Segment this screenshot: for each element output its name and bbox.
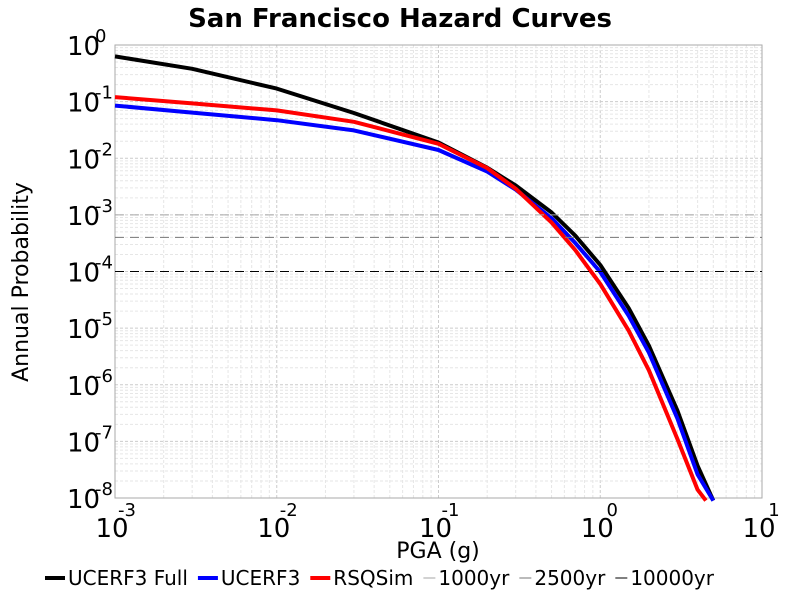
y-tick-label: 10 [67,259,100,289]
tick-labels: 10-310-210-110010110010-110-210-310-410-… [67,26,780,544]
x-axis-label: PGA (g) [396,539,480,564]
series-line-ucerf3-full [114,54,716,502]
series-layer [114,54,762,502]
legend-label: UCERF3 [221,566,300,590]
x-tick-exponent: -1 [442,500,460,521]
y-tick-exponent: 0 [95,26,106,47]
x-tick-exponent: 0 [607,500,618,521]
x-tick-label: 10 [581,514,614,544]
y-tick-label: 10 [67,372,100,402]
chart-title: San Francisco Hazard Curves [188,4,612,34]
legend-label: RSQSim [333,566,413,590]
y-tick-exponent: -2 [95,139,113,160]
x-tick-label: 10 [95,514,128,544]
y-tick-label: 10 [67,202,100,232]
legend-label: 2500yr [534,566,606,590]
y-tick-label: 10 [67,32,100,62]
x-tick-exponent: -2 [280,500,298,521]
y-tick-label: 10 [67,428,100,458]
y-tick-exponent: -7 [95,422,113,443]
x-tick-exponent: -3 [118,500,136,521]
x-tick-label: 10 [257,514,290,544]
series-line-ucerf3 [114,103,716,502]
x-tick-exponent: 1 [768,500,779,521]
legend-label: 1000yr [438,566,510,590]
y-tick-label: 10 [67,315,100,345]
y-tick-exponent: -4 [95,253,113,274]
y-tick-label: 10 [67,89,100,119]
y-tick-exponent: -3 [95,196,113,217]
series-line-rsqsim [114,95,708,502]
y-tick-label: 10 [67,145,100,175]
y-axis-label: Annual Probability [9,182,34,382]
y-tick-exponent: -5 [95,309,113,330]
x-tick-label: 10 [742,514,775,544]
y-tick-exponent: -6 [95,366,113,387]
y-tick-exponent: -8 [95,479,113,500]
legend-label: UCERF3 Full [68,566,188,590]
legend-label: 10000yr [630,566,714,590]
legend: UCERF3 Full UCERF3 RSQSim 1000yr 2500yr 10000… [45,566,715,590]
y-tick-exponent: -1 [95,83,113,104]
x-tick-label: 10 [419,514,452,544]
y-tick-label: 10 [67,485,100,515]
